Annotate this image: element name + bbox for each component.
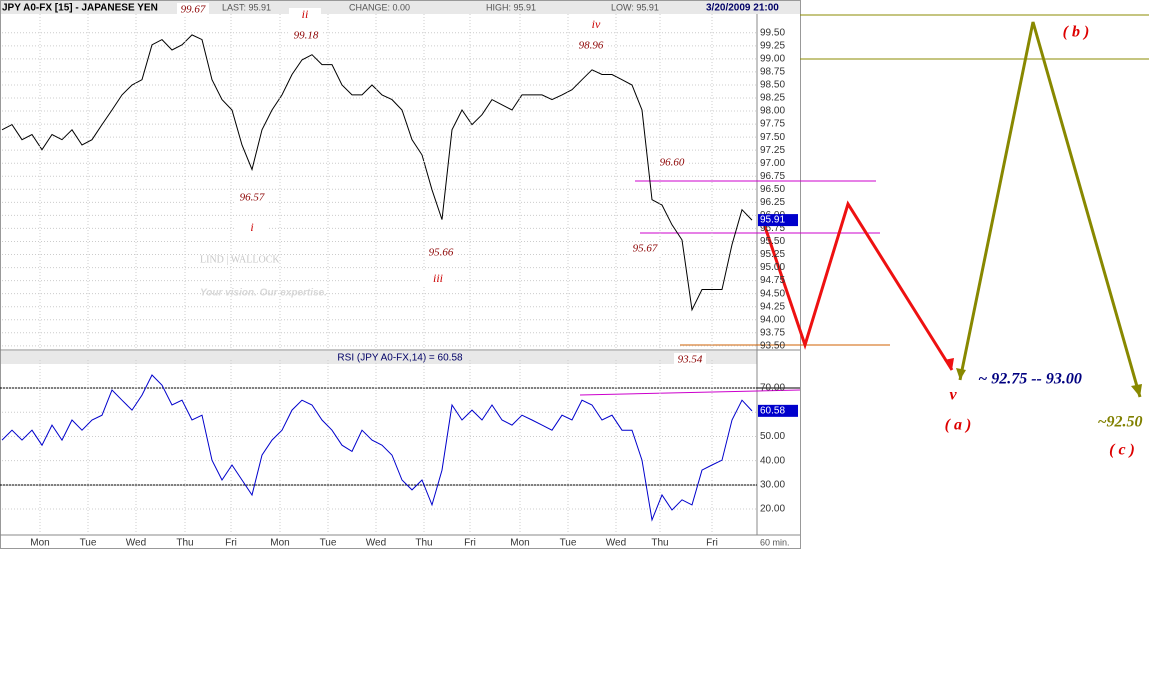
header-low: LOW: 95.91 — [611, 2, 659, 12]
x-tick-label: Tue — [320, 538, 337, 549]
interval: 60 min. — [760, 537, 790, 547]
wave-label: i — [250, 220, 253, 234]
y-tick-label: 97.50 — [760, 132, 785, 143]
wave-label: 96.60 — [660, 157, 685, 169]
y-tick-label: 96.50 — [760, 184, 785, 195]
arrowhead — [956, 368, 966, 380]
y-tick-label: 95.50 — [760, 236, 785, 247]
wave-label: 96.57 — [240, 192, 265, 204]
last-value-box — [758, 214, 798, 227]
series-line — [1, 374, 753, 522]
y-tick-label: 98.25 — [760, 93, 785, 104]
y-tick-label: 20.00 — [760, 504, 785, 515]
projection-label: ~92.50 — [1097, 414, 1142, 431]
x-tick-label: Thu — [651, 538, 668, 549]
y-tick-label: 98.50 — [760, 80, 785, 91]
y-tick-label: 99.00 — [760, 54, 785, 65]
wave-label: 99.18 — [294, 30, 319, 42]
projection-path — [760, 200, 954, 371]
label-bg — [674, 353, 706, 367]
wave-label: ii — [302, 7, 309, 21]
label-bg — [422, 272, 454, 286]
y-tick-label: 93.75 — [760, 327, 785, 338]
header-datetime: 3/20/2009 21:00 — [706, 3, 779, 14]
y-tick-label: 99.50 — [760, 27, 785, 38]
projection-path — [958, 21, 1142, 398]
x-tick-label: Fri — [225, 538, 237, 549]
y-tick-label: 97.75 — [760, 119, 785, 130]
projection-label: v — [949, 387, 957, 404]
y-tick-label: 99.25 — [760, 40, 785, 51]
y-tick-label: 95.25 — [760, 249, 785, 260]
y-tick-label: 70.00 — [760, 383, 785, 394]
x-tick-label: Tue — [560, 538, 577, 549]
wave-label: 99.67 — [181, 4, 206, 16]
y-tick-label: 98.00 — [760, 106, 785, 117]
wave-label: iii — [433, 271, 443, 285]
chart-frame — [0, 0, 801, 549]
wave-label: iv — [592, 17, 601, 31]
projection-label: ( c ) — [1109, 442, 1135, 459]
label-bg — [236, 191, 268, 205]
chart-title: JPY A0-FX [15] - JAPANESE YEN — [2, 3, 158, 14]
header-last: LAST: 95.91 — [222, 2, 271, 12]
x-tick-label: Mon — [510, 538, 529, 549]
y-tick-label: 50.00 — [760, 431, 785, 442]
y-tick-label: 96.25 — [760, 197, 785, 208]
x-tick-label: Wed — [606, 538, 626, 549]
projection-label: ( a ) — [945, 417, 972, 434]
label-bg — [236, 221, 268, 235]
x-tick-label: Tue — [80, 538, 97, 549]
label-bg — [575, 39, 607, 53]
watermark-tagline: Your vision. Our expertise. — [200, 288, 327, 299]
projection-label: ~ 92.75 -- 93.00 — [978, 371, 1082, 388]
y-tick-label: 95.00 — [760, 262, 785, 273]
x-tick-label: Thu — [176, 538, 193, 549]
x-tick-label: Wed — [126, 538, 146, 549]
x-tick-label: Mon — [270, 538, 289, 549]
x-tick-label: Mon — [30, 538, 49, 549]
label-bg — [289, 8, 321, 22]
y-tick-label: 94.50 — [760, 288, 785, 299]
arrowhead — [1131, 384, 1142, 397]
label-bg — [290, 29, 322, 43]
x-tick-label: Fri — [706, 538, 718, 549]
wave-label: 95.67 — [633, 243, 658, 255]
last-value-label: 60.58 — [760, 405, 785, 416]
watermark: LIND | WALLOCK — [200, 254, 280, 265]
wave-label: 93.54 — [678, 354, 703, 366]
label-bg — [425, 246, 457, 260]
x-tick-label: Thu — [415, 538, 432, 549]
projection-label: ( b ) — [1063, 24, 1090, 41]
y-tick-label: 40.00 — [760, 455, 785, 466]
header-change: CHANGE: 0.00 — [349, 2, 410, 12]
header-high: HIGH: 95.91 — [486, 2, 536, 12]
label-bg — [656, 156, 688, 170]
y-tick-label: 95.75 — [760, 223, 785, 234]
y-tick-label: 98.75 — [760, 67, 785, 78]
last-value-box — [758, 404, 798, 417]
y-tick-label: 96.75 — [760, 171, 785, 182]
label-bg — [629, 242, 661, 256]
y-tick-label: 94.00 — [760, 314, 785, 325]
wave-label: 95.66 — [429, 247, 454, 259]
y-tick-label: 97.25 — [760, 145, 785, 156]
y-tick-label: 97.00 — [760, 158, 785, 169]
y-tick-label: 94.75 — [760, 275, 785, 286]
y-tick-label: 30.00 — [760, 479, 785, 490]
last-value-label: 95.91 — [760, 215, 785, 226]
series-line — [1, 34, 753, 312]
y-tick-label: 94.25 — [760, 301, 785, 312]
label-bg — [580, 18, 612, 32]
y-tick-label: 93.50 — [760, 340, 785, 351]
arrowhead — [944, 358, 954, 370]
x-tick-label: Fri — [464, 538, 476, 549]
rsi-title: RSI (JPY A0-FX,14) = 60.58 — [337, 353, 463, 364]
wave-label: 98.96 — [579, 40, 604, 52]
label-bg — [177, 3, 209, 17]
x-tick-label: Wed — [366, 538, 386, 549]
guide-line — [579, 389, 801, 396]
